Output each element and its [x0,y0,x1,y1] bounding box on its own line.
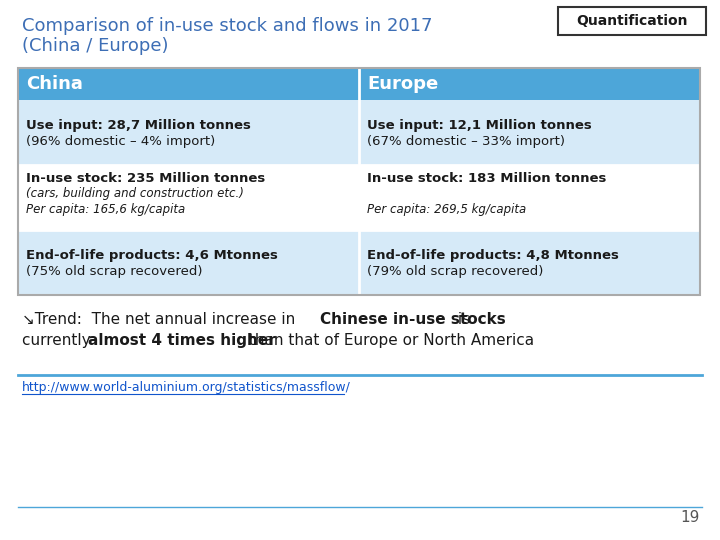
Text: In-use stock: 235 Million tonnes: In-use stock: 235 Million tonnes [26,172,265,185]
Text: (cars, building and construction etc.): (cars, building and construction etc.) [26,187,244,200]
Text: ↘Trend:  The net annual increase in: ↘Trend: The net annual increase in [22,313,300,327]
Text: Comparison of in-use stock and flows in 2017: Comparison of in-use stock and flows in … [22,17,433,35]
Text: http://www.world-aluminium.org/statistics/massflow/: http://www.world-aluminium.org/statistic… [22,381,351,395]
Text: Europe: Europe [367,75,438,93]
FancyBboxPatch shape [359,230,700,295]
Text: Per capita: 269,5 kg/capita: Per capita: 269,5 kg/capita [367,202,526,215]
Text: End-of-life products: 4,6 Mtonnes: End-of-life products: 4,6 Mtonnes [26,249,278,262]
Text: Per capita: 165,6 kg/capita: Per capita: 165,6 kg/capita [26,202,185,215]
Text: Use input: 28,7 Million tonnes: Use input: 28,7 Million tonnes [26,119,251,132]
Text: (96% domestic – 4% import): (96% domestic – 4% import) [26,135,215,148]
Text: (79% old scrap recovered): (79% old scrap recovered) [367,265,544,278]
Text: Quantification: Quantification [576,14,688,28]
Text: almost 4 times higher: almost 4 times higher [88,333,276,348]
FancyBboxPatch shape [18,68,700,100]
Text: currently: currently [22,333,96,348]
Text: than that of Europe or North America: than that of Europe or North America [244,333,534,348]
Text: In-use stock: 183 Million tonnes: In-use stock: 183 Million tonnes [367,172,606,185]
FancyBboxPatch shape [18,100,359,165]
Text: (China / Europe): (China / Europe) [22,37,168,55]
FancyBboxPatch shape [359,165,700,230]
FancyBboxPatch shape [18,230,359,295]
Text: Chinese in-use stocks: Chinese in-use stocks [320,313,505,327]
Text: (67% domestic – 33% import): (67% domestic – 33% import) [367,135,565,148]
Text: (75% old scrap recovered): (75% old scrap recovered) [26,265,202,278]
FancyBboxPatch shape [359,100,700,165]
FancyBboxPatch shape [558,7,706,35]
FancyBboxPatch shape [18,165,359,230]
Text: 19: 19 [680,510,700,525]
Text: is: is [453,313,470,327]
Text: End-of-life products: 4,8 Mtonnes: End-of-life products: 4,8 Mtonnes [367,249,619,262]
Text: China: China [26,75,83,93]
Text: Use input: 12,1 Million tonnes: Use input: 12,1 Million tonnes [367,119,592,132]
